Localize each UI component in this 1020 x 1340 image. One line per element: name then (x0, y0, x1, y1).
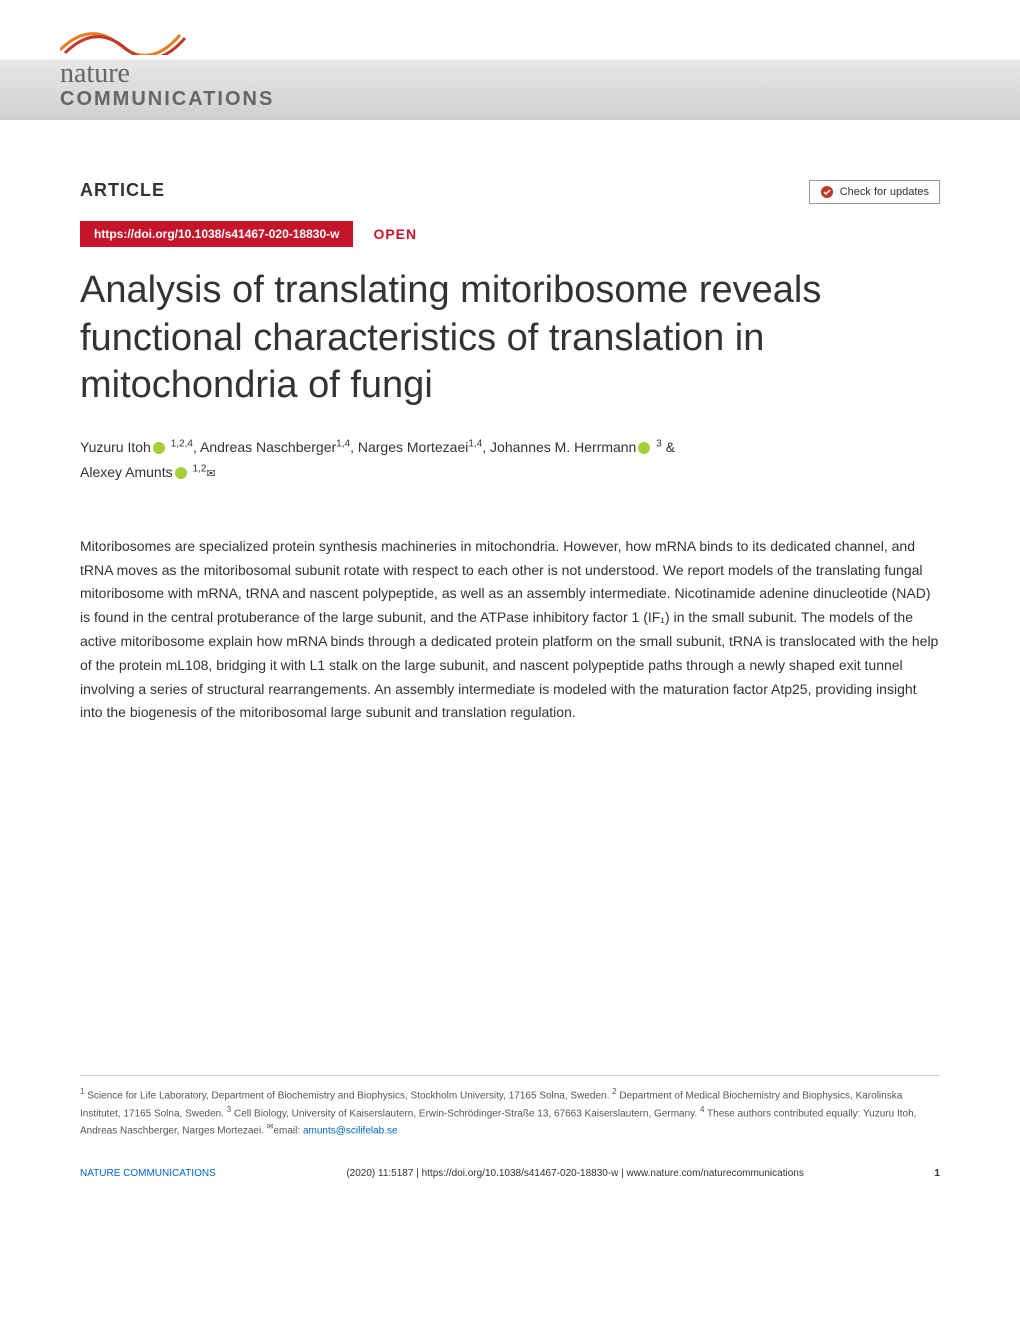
journal-name-line2: COMMUNICATIONS (60, 88, 274, 111)
check-updates-label: Check for updates (840, 186, 929, 198)
doi-badge[interactable]: https://doi.org/10.1038/s41467-020-18830… (80, 221, 353, 247)
affiliation-text: Cell Biology, University of Kaiserslaute… (234, 1108, 697, 1119)
affiliation-text: Science for Life Laboratory, Department … (87, 1091, 609, 1102)
article-header: ARTICLE Check for updates (80, 180, 940, 201)
author-affiliation-sup: 1,4 (468, 438, 482, 449)
author-affiliation-sup: 1,4 (336, 438, 350, 449)
doi-row: https://doi.org/10.1038/s41467-020-18830… (80, 221, 940, 247)
corresponding-email-link[interactable]: amunts@scilifelab.se (303, 1125, 398, 1136)
journal-banner: nature COMMUNICATIONS (0, 0, 1020, 120)
affiliation-number: 2 (612, 1087, 616, 1096)
author-name: Alexey Amunts (80, 464, 173, 480)
journal-logo: nature COMMUNICATIONS (60, 15, 274, 111)
email-label: email: (273, 1125, 300, 1136)
crossmark-icon (820, 185, 834, 199)
author-affiliation-sup: 3 (656, 438, 662, 449)
page-footer: NATURE COMMUNICATIONS (2020) 11:5187 | h… (80, 1168, 940, 1199)
author-name: Yuzuru Itoh (80, 439, 151, 455)
abstract-text: Mitoribosomes are specialized protein sy… (80, 535, 940, 725)
affiliations-block: 1 Science for Life Laboratory, Departmen… (80, 1075, 940, 1138)
footer-journal: NATURE COMMUNICATIONS (80, 1168, 216, 1179)
author-affiliation-sup: 1,2 (193, 463, 207, 474)
author-name: Narges Mortezaei (358, 439, 469, 455)
author-affiliation-sup: 1,2,4 (171, 438, 193, 449)
check-updates-button[interactable]: Check for updates (809, 180, 940, 204)
page-number: 1 (934, 1168, 940, 1179)
logo-curves-icon (60, 15, 240, 55)
footer-citation: (2020) 11:5187 | https://doi.org/10.1038… (346, 1168, 804, 1179)
affiliation-number: 1 (80, 1087, 84, 1096)
journal-name-line1: nature (60, 60, 274, 88)
orcid-icon[interactable] (638, 442, 650, 454)
author-name: Johannes M. Herrmann (490, 439, 636, 455)
paper-title: Analysis of translating mitoribosome rev… (80, 267, 940, 410)
article-content: ARTICLE Check for updates https://doi.or… (0, 120, 1020, 1239)
authors-list: Yuzuru Itoh 1,2,4, Andreas Naschberger1,… (80, 435, 940, 485)
affiliation-number: 3 (227, 1105, 231, 1114)
affiliation-number: 4 (700, 1105, 704, 1114)
author-name: Andreas Naschberger (200, 439, 336, 455)
open-access-label: OPEN (373, 226, 417, 242)
orcid-icon[interactable] (175, 467, 187, 479)
orcid-icon[interactable] (153, 442, 165, 454)
corresponding-author-icon: ✉ (206, 468, 215, 480)
